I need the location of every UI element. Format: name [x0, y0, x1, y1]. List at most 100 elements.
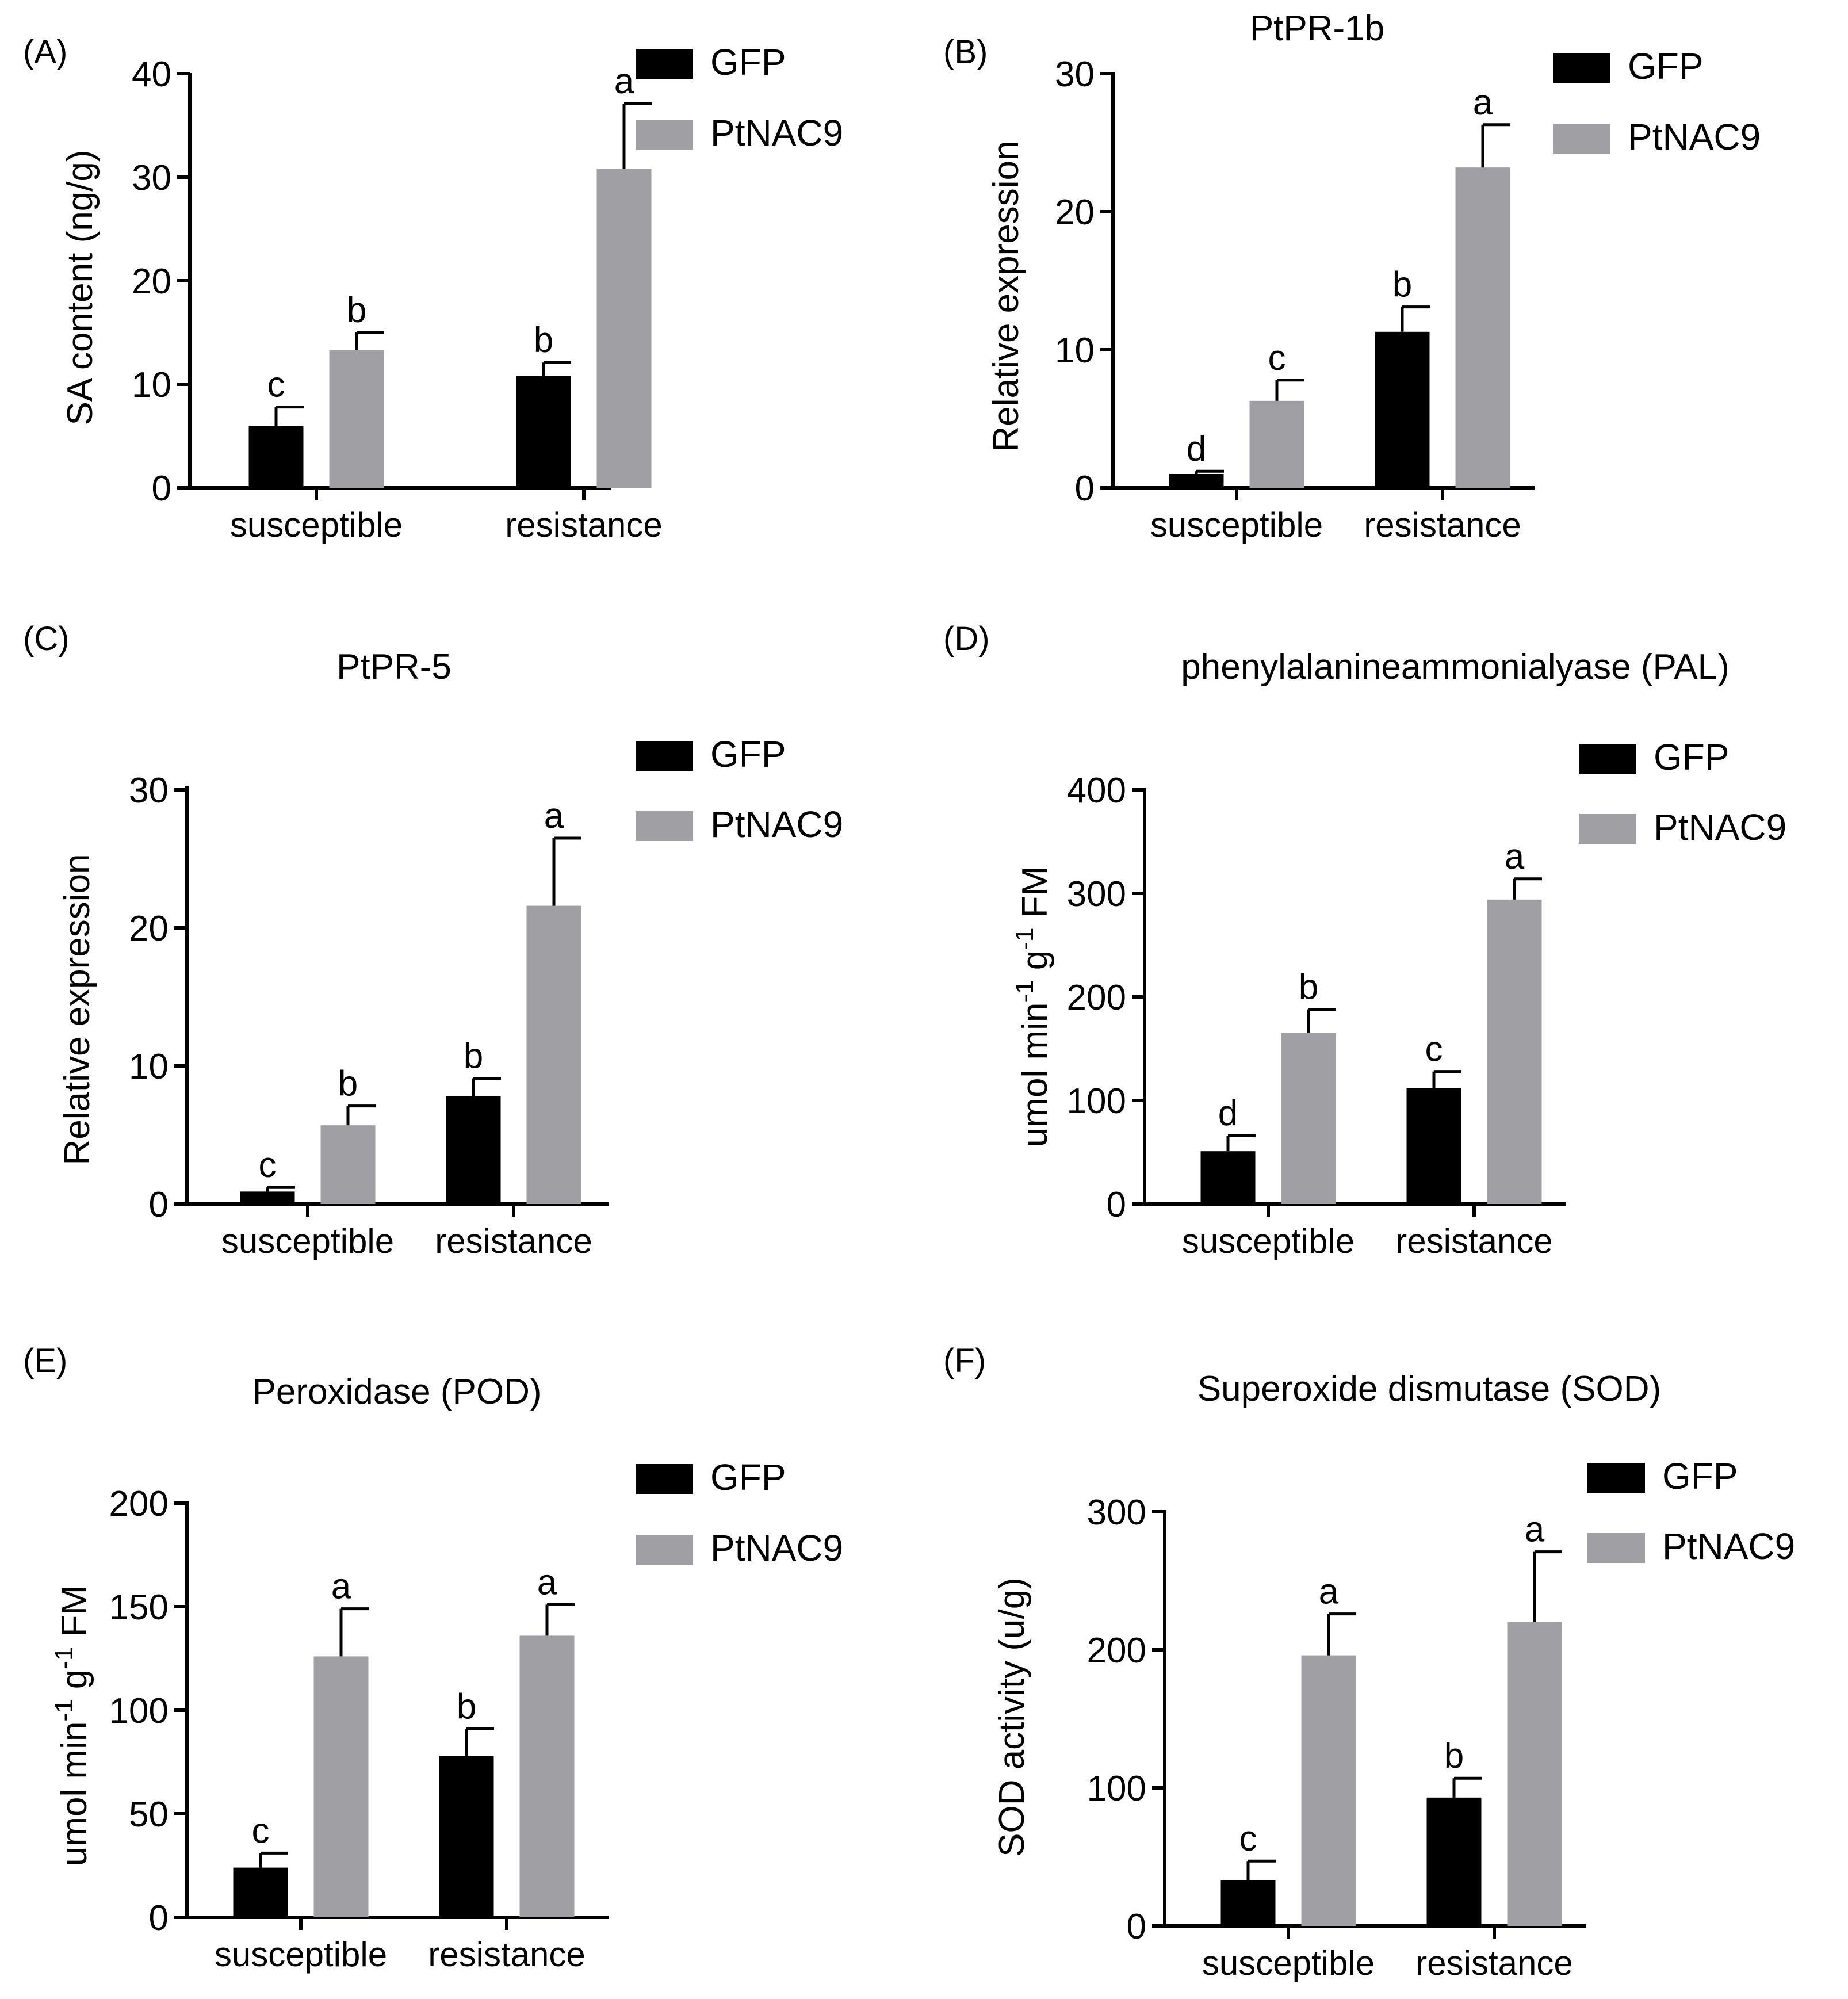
panel-f-sig-letter-ptnac9-1: a [1525, 1510, 1545, 1550]
panel-e-bar-gfp-1 [439, 1756, 494, 1917]
panel-b-ytick-label: 0 [1075, 469, 1095, 509]
panel-e-sig-letter-ptnac9-1: a [537, 1562, 557, 1602]
panel-a-sig-letter-ptnac9-0: b [347, 291, 366, 330]
panel-d-ytick-label: 0 [1107, 1185, 1126, 1225]
panel-d-bar-gfp-0 [1200, 1151, 1256, 1204]
panel-d-ylabel-unit: umol min [1015, 1003, 1055, 1148]
panel-a-bar-ptnac9-0 [329, 350, 384, 488]
panel-b-ticks: 0 10 20 30 susceptible resistance [1055, 55, 1521, 544]
panel-e-xtick-label: resistance [428, 1935, 585, 1974]
panel-d-legend-swatch-ptnac9 [1579, 814, 1636, 844]
panel-d-legend: GFP PtNAC9 [1579, 736, 1786, 848]
panel-e-ticks: 0 50 100 150 200 susceptible resistance [109, 1484, 586, 1974]
panel-c-legend: GFP PtNAC9 [636, 733, 843, 845]
panel-f-legend-swatch-gfp [1587, 1463, 1645, 1493]
panel-d-sig-letter-ptnac9-1: a [1505, 837, 1525, 877]
panel-e-ytick-label: 200 [109, 1484, 169, 1524]
panel-f-ylabel: SOD activity (u/g) [992, 1577, 1032, 1857]
panel-a-legend-label-ptnac9: PtNAC9 [710, 112, 843, 154]
panel-b-sig-letter-gfp-1: b [1392, 265, 1412, 305]
panel-b-legend-swatch-gfp [1553, 53, 1610, 83]
panel-d-bars: d c b a [1200, 837, 1542, 1204]
panel-a-label: (A) [23, 33, 67, 71]
panel-f-sig-letter-ptnac9-0: a [1319, 1572, 1339, 1612]
panel-e-bars: c b a a [233, 1562, 575, 1917]
panel-c-xtick-label: resistance [435, 1222, 592, 1260]
panel-f-xtick-label: susceptible [1202, 1944, 1375, 1982]
panel-b-bars: d b c a [1169, 83, 1510, 488]
panel-e-bar-gfp-0 [233, 1867, 288, 1917]
panel-b-ytick-label: 20 [1055, 193, 1095, 232]
panel-a-legend-label-gfp: GFP [710, 41, 786, 83]
panel-f-legend-label-ptnac9: PtNAC9 [1662, 1526, 1795, 1567]
panel-a-sig-letter-gfp-0: c [267, 365, 285, 405]
panel-c-legend-label-gfp: GFP [710, 733, 786, 775]
panel-a-legend: GFP PtNAC9 [636, 41, 843, 154]
panel-d-label: (D) [943, 620, 990, 658]
panel-d-bar-gfp-1 [1406, 1088, 1461, 1204]
panel-e-ytick-label: 50 [129, 1795, 169, 1834]
panel-b: (B) PtPR-1b Relative expression 0 10 20 30 s… [943, 9, 1761, 544]
panel-f-legend-label-gfp: GFP [1662, 1455, 1738, 1497]
panel-b-bar-ptnac9-1 [1455, 167, 1510, 488]
panel-c-bar-ptnac9-1 [526, 905, 581, 1204]
panel-c-ytick-label: 0 [149, 1185, 169, 1225]
panel-d-ytick-label: 200 [1067, 978, 1126, 1018]
panel-f-bar-gfp-1 [1426, 1797, 1482, 1926]
panel-f-bar-gfp-0 [1220, 1880, 1276, 1926]
panel-a-ytick-label: 20 [132, 262, 171, 301]
panel-f-ytick-label: 100 [1087, 1769, 1146, 1809]
panel-b-legend: GFP PtNAC9 [1553, 45, 1761, 158]
panel-d-ytick-label: 400 [1067, 771, 1126, 811]
panel-a-ytick-label: 40 [132, 55, 171, 94]
panel-e-ytick-label: 100 [109, 1691, 169, 1731]
panel-e-legend-label-gfp: GFP [710, 1457, 786, 1498]
panel-e-bar-ptnac9-0 [313, 1656, 369, 1917]
panel-c-title: PtPR-5 [336, 647, 452, 687]
panel-b-legend-swatch-ptnac9 [1553, 124, 1610, 154]
panel-b-ylabel: Relative expression [986, 140, 1026, 452]
panel-d-legend-label-gfp: GFP [1654, 736, 1730, 778]
panel-f-bars: c b a a [1220, 1510, 1562, 1926]
panel-a-ytick-label: 0 [152, 469, 171, 509]
panel-a: (A) SA content (ng/g) 0 10 20 30 40 susceptib… [23, 33, 843, 544]
panel-b-sig-letter-gfp-0: d [1187, 429, 1206, 469]
panel-d-xtick-label: susceptible [1182, 1222, 1355, 1260]
panel-d-ylabel-sup2: -1 [1011, 928, 1039, 950]
panel-d-title: phenylalanineammonialyase (PAL) [1181, 647, 1730, 687]
panel-e-ylabel-sup1: -1 [50, 1699, 78, 1721]
panel-e-legend-swatch-ptnac9 [636, 1535, 693, 1565]
panel-e-sig-letter-gfp-1: b [457, 1687, 476, 1726]
panel-c-xtick-label: susceptible [221, 1222, 394, 1260]
panel-e-legend-label-ptnac9: PtNAC9 [710, 1527, 843, 1569]
panel-e-ylabel: umol min-1 g-1 FM [50, 1585, 94, 1866]
panel-e-xtick-label: susceptible [215, 1935, 387, 1974]
panel-a-bars: c b b a [248, 62, 652, 488]
panel-c-bar-gfp-1 [446, 1096, 501, 1204]
panel-e-ylabel-g: g [55, 1669, 94, 1699]
panel-a-ticks: 0 10 20 30 40 susceptible resistance [132, 55, 663, 544]
panel-b-sig-letter-ptnac9-1: a [1473, 83, 1493, 123]
panel-d-ylabel-g: g [1015, 950, 1055, 980]
panel-f-bar-ptnac9-1 [1507, 1622, 1562, 1926]
panel-e-ytick-label: 150 [109, 1588, 169, 1627]
panel-a-ylabel: SA content (ng/g) [60, 150, 100, 425]
panel-c: (C) PtPR-5 Relative expression 0 10 20 30 su… [23, 620, 843, 1260]
panel-f-legend-swatch-ptnac9 [1587, 1533, 1645, 1563]
panel-c-sig-letter-ptnac9-0: b [338, 1064, 358, 1104]
panel-d-legend-swatch-gfp [1579, 744, 1636, 774]
panel-e-sig-letter-ptnac9-0: a [331, 1567, 351, 1607]
panel-d-ylabel-sup1: -1 [1011, 980, 1039, 1002]
panel-d-xtick-label: resistance [1395, 1222, 1552, 1260]
panel-f-ticks: 0 100 200 300 susceptible resistance [1087, 1493, 1573, 1982]
panel-d-ylabel-fm: FM [1015, 866, 1055, 928]
panel-c-legend-swatch-gfp [636, 741, 693, 771]
panel-a-ytick-label: 30 [132, 158, 171, 198]
panel-b-ytick-label: 10 [1055, 331, 1095, 370]
panel-f-sig-letter-gfp-0: c [1239, 1819, 1257, 1859]
panel-a-bar-ptnac9-1 [596, 169, 652, 488]
panel-f-title: Superoxide dismutase (SOD) [1197, 1369, 1661, 1409]
panel-e-sig-letter-gfp-0: c [252, 1811, 270, 1851]
panel-f-label: (F) [943, 1342, 986, 1379]
